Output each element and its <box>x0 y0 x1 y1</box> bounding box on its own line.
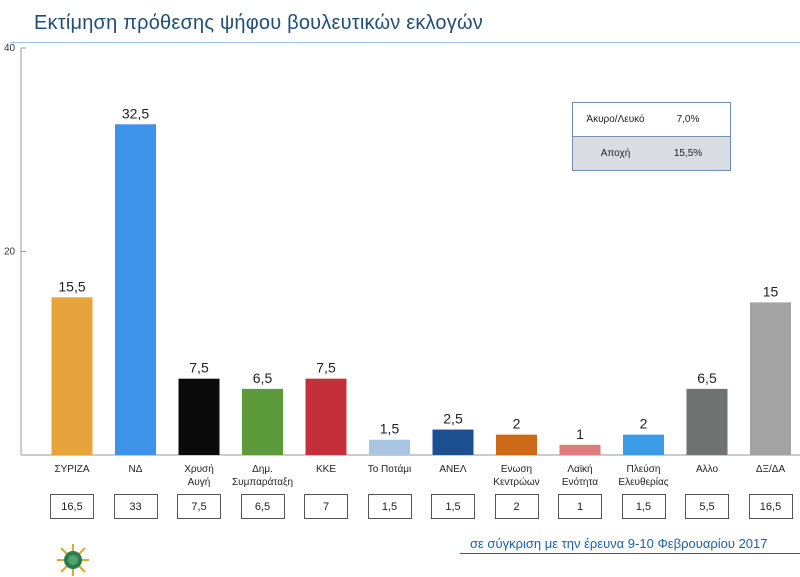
previous-value-box: 16,5 <box>50 494 94 519</box>
category-label: Κεντρώων <box>493 476 539 488</box>
invalid-blank-value: 7,0% <box>676 114 700 125</box>
abstention-label: Αποχή <box>600 148 631 159</box>
bar <box>623 434 664 455</box>
bar <box>496 434 537 455</box>
bar-value-label: 6,5 <box>253 370 273 386</box>
bar-value-label: 1,5 <box>380 421 400 437</box>
previous-value-box: 1,5 <box>621 494 666 519</box>
previous-value-box: 1,5 <box>431 494 475 519</box>
category-label: Χρυσή <box>184 463 214 475</box>
bar <box>305 378 347 455</box>
chart-title: Εκτίμηση πρόθεσης ψήφου βουλευτικών εκλο… <box>34 12 483 34</box>
sun-logo-icon <box>57 544 89 576</box>
invalid-blank-row: Άκυρο/Λευκό 7,0% <box>573 103 730 136</box>
bar <box>115 124 156 455</box>
category-label: ΔΞ/ΔΑ <box>756 464 786 475</box>
category-label: ΚΚΕ <box>316 464 336 475</box>
comparison-note: σε σύγκριση με την έρευνα 9-10 Φεβρουαρί… <box>470 536 768 551</box>
category-label: Το Ποτάμι <box>368 463 412 475</box>
category-label: Ενωση <box>501 464 532 475</box>
bar-value-label: 7,5 <box>189 360 209 376</box>
bar <box>750 302 791 455</box>
category-label: Ελευθερίας <box>618 476 668 488</box>
bar <box>369 439 410 455</box>
y-tick-label: 40 <box>4 43 16 54</box>
invalid-abstention-table: Άκυρο/Λευκό 7,0% Αποχή 15,5% <box>572 102 731 171</box>
bar-value-label: 2,5 <box>443 411 463 427</box>
bar-value-label: 7,5 <box>316 360 336 376</box>
previous-value-box: 1,5 <box>367 494 412 519</box>
invalid-blank-label: Άκυρο/Λευκό <box>586 114 645 125</box>
bar-value-label: 6,5 <box>697 370 717 386</box>
category-label: Συμπαράταξη <box>232 476 293 488</box>
category-label: Αυγή <box>188 476 211 488</box>
bar-value-label: 1 <box>576 426 584 442</box>
bar <box>432 429 474 455</box>
bar <box>559 444 601 455</box>
category-label: ΑΝΕΛ <box>439 464 467 475</box>
y-tick-label: 20 <box>4 247 16 258</box>
bar-value-label: 2 <box>513 416 521 432</box>
previous-value-box: 7,5 <box>177 494 221 519</box>
previous-value-box: 6,5 <box>240 494 285 519</box>
category-label: Ενότητα <box>562 476 598 488</box>
bar <box>242 388 283 455</box>
previous-value-box: 1 <box>558 494 602 519</box>
abstention-value: 15,5% <box>673 148 703 159</box>
bar <box>51 297 93 455</box>
previous-value-box: 5,5 <box>685 494 729 519</box>
category-label: Λαϊκή <box>567 463 592 475</box>
previous-value-box: 7 <box>304 494 348 519</box>
abstention-row: Αποχή 15,5% <box>573 136 730 170</box>
bar <box>178 378 220 455</box>
title-divider <box>10 42 800 43</box>
category-label: ΣΥΡΙΖΑ <box>54 464 89 475</box>
bar <box>686 388 728 455</box>
footer-divider <box>460 553 800 554</box>
category-label: Πλεύση <box>627 463 661 475</box>
previous-value-box: 33 <box>113 494 158 519</box>
previous-value-box: 16,5 <box>748 494 793 519</box>
category-label: Αλλο <box>696 464 719 475</box>
bar-value-label: 2 <box>640 416 648 432</box>
category-label: ΝΔ <box>129 464 143 475</box>
category-label: Δημ. <box>252 464 273 475</box>
bar-value-label: 32,5 <box>122 105 149 121</box>
previous-value-box: 2 <box>494 494 539 519</box>
bar-value-label: 15 <box>763 283 779 299</box>
bar-value-label: 15,5 <box>58 278 85 294</box>
